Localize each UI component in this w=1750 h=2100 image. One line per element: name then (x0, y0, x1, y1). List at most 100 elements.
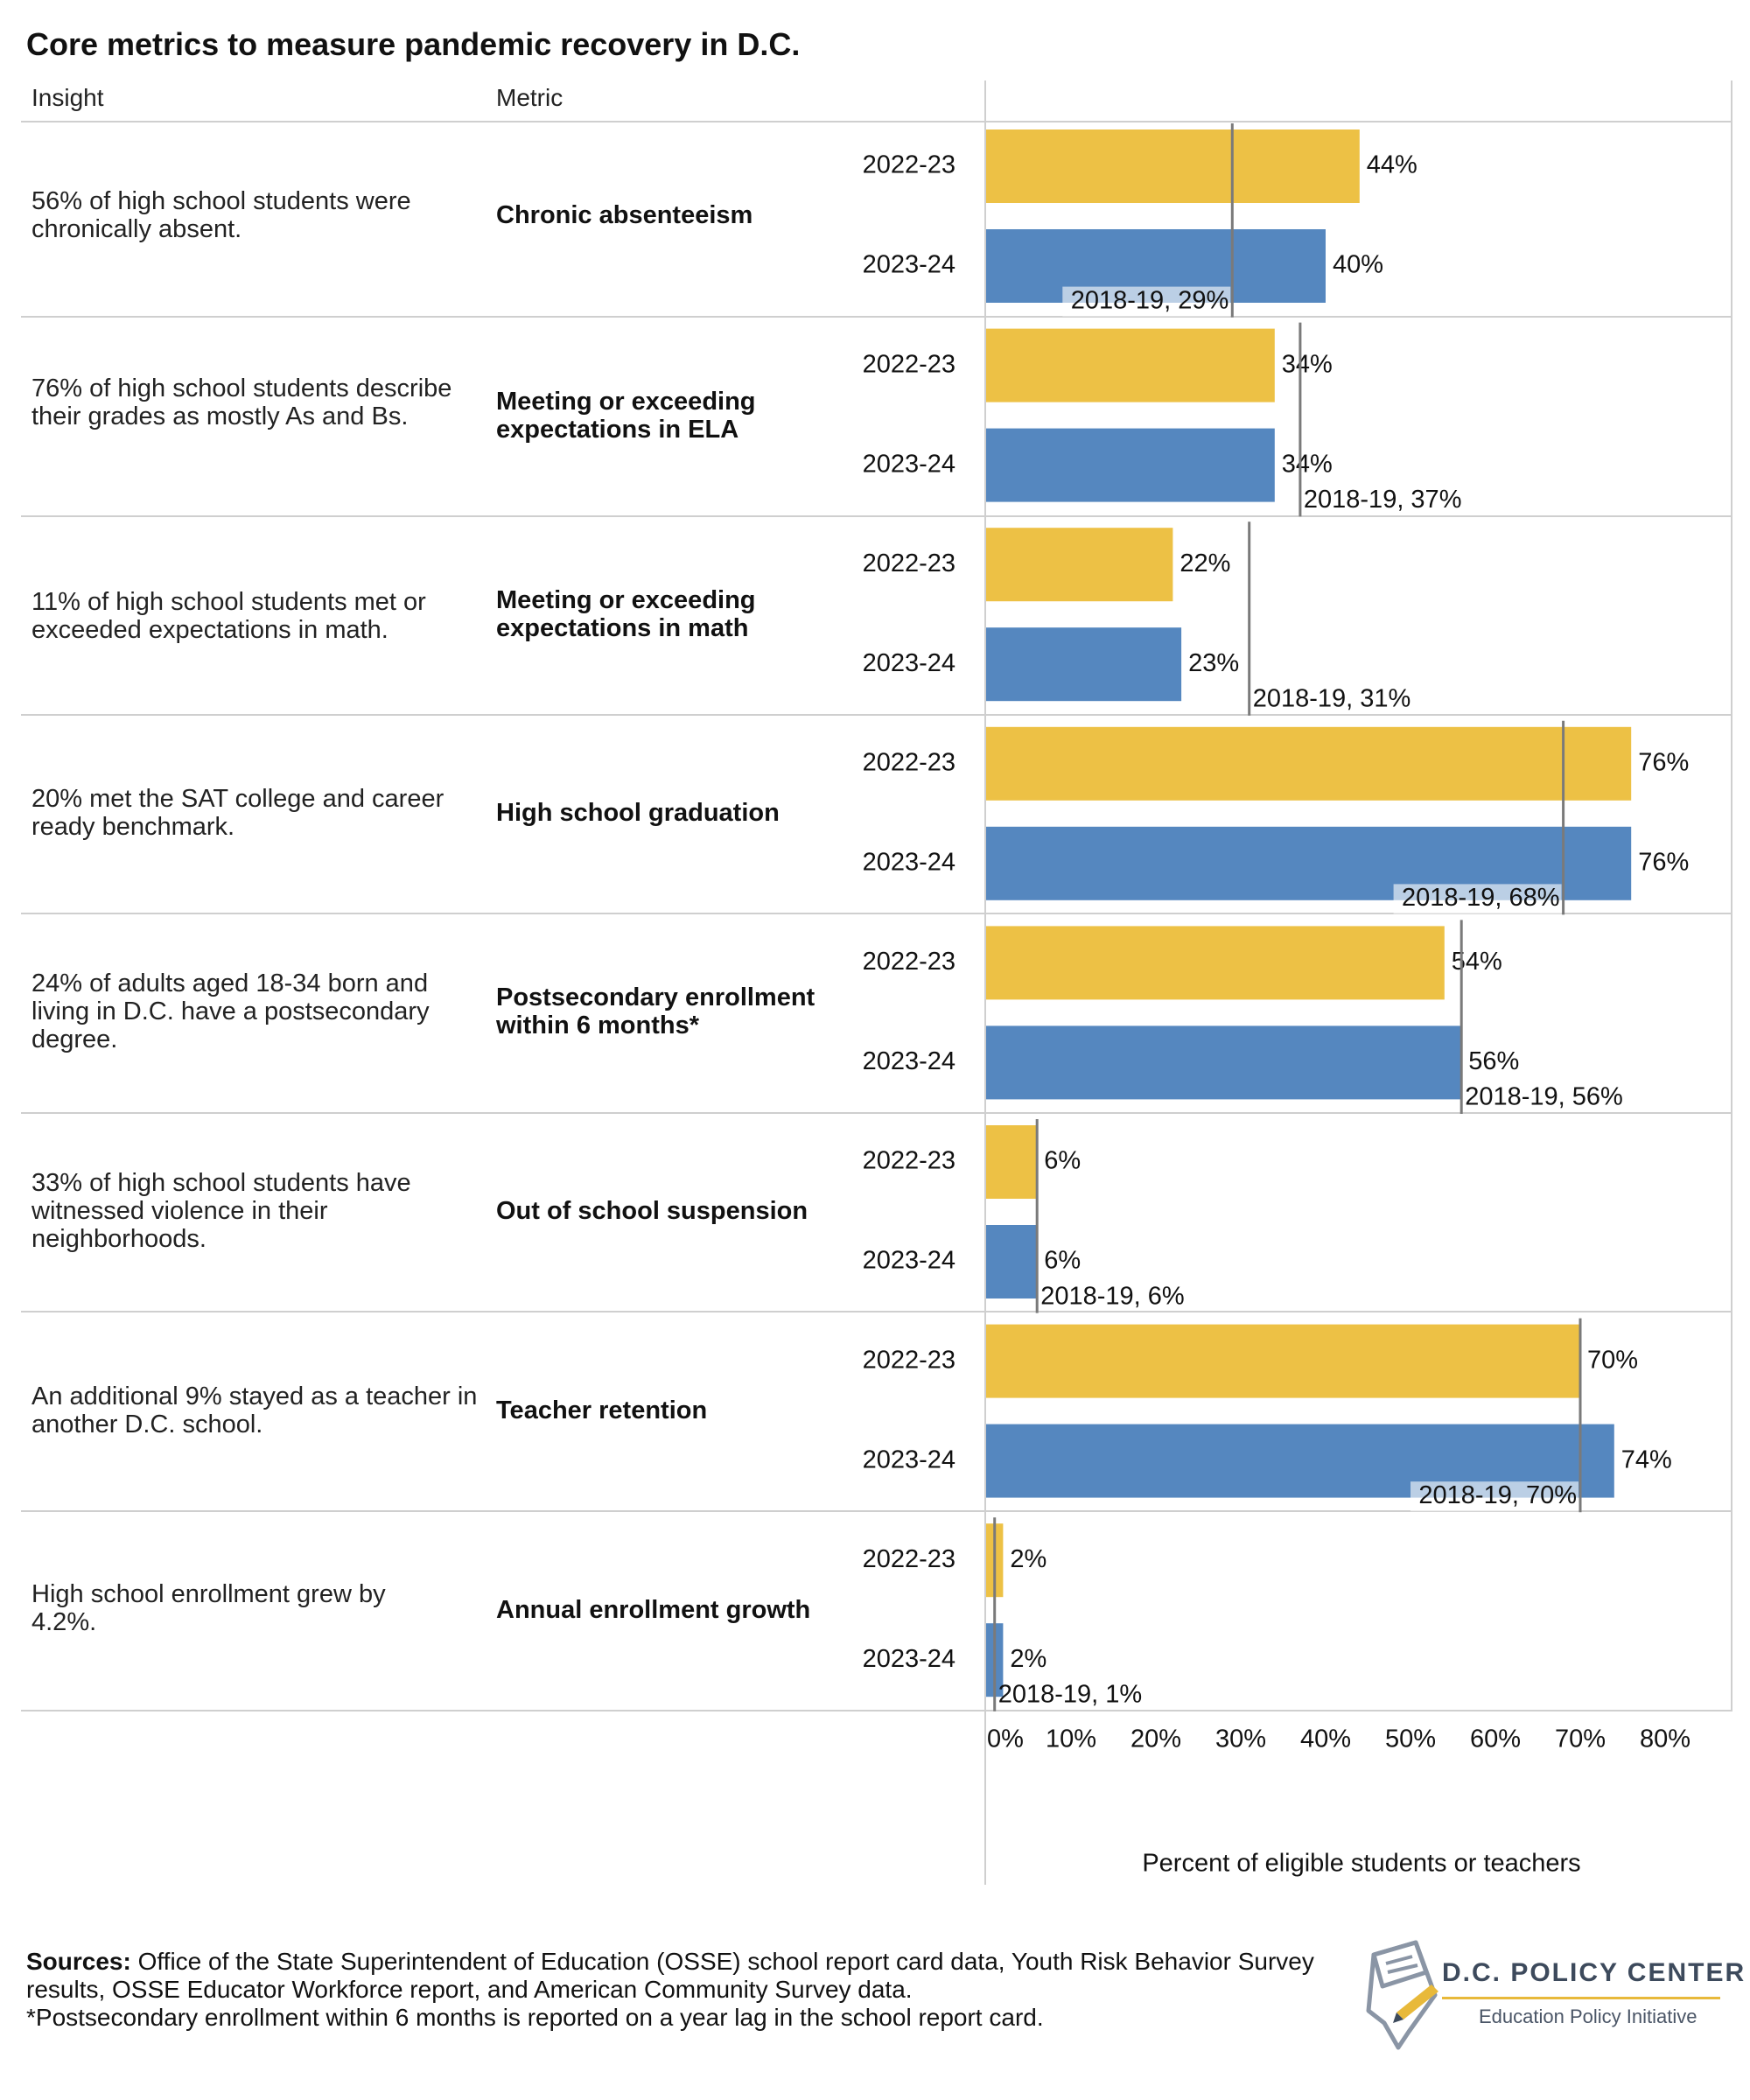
baseline-label: 2018-19, 37% (1304, 486, 1462, 514)
data-label: 6% (1044, 1147, 1081, 1175)
data-label: 54% (1452, 948, 1502, 976)
bar (986, 926, 1445, 1000)
sources-note: Sources: Office of the State Superintend… (26, 1948, 1321, 2032)
metric-label: Annual enrollment growth (496, 1596, 811, 1624)
baseline-label: 2018-19, 31% (1253, 684, 1411, 712)
insight-text: An additional 9% stayed as a teacher in … (32, 1382, 478, 1438)
bottom-divider (21, 1710, 1732, 1712)
metric-column-header: Metric (496, 84, 564, 111)
footnote-text: *Postsecondary enrollment within 6 month… (26, 2004, 1044, 2031)
year-label: 2022-23 (863, 948, 956, 976)
bar (986, 1026, 1462, 1100)
bar (986, 428, 1275, 502)
year-label: 2023-24 (863, 1446, 956, 1474)
year-label: 2022-23 (863, 748, 956, 776)
data-label: 22% (1180, 550, 1230, 578)
insight-column-header: Insight (32, 84, 104, 111)
chart-left-border (984, 80, 986, 1885)
x-tick-label: 60% (1470, 1726, 1521, 1754)
data-label: 2% (1010, 1645, 1046, 1673)
year-label: 2023-24 (863, 649, 956, 677)
insight-text: 76% of high school students describe the… (32, 374, 452, 430)
bar-chart: 2022-23 44% 2023-24 40% 2018-19, 29% 2022-23 3… (863, 123, 1690, 1878)
x-tick-label: 0% (987, 1726, 1024, 1754)
data-label: 56% (1468, 1047, 1519, 1075)
baseline-label: 2018-19, 6% (1040, 1282, 1184, 1310)
baseline-label-background (1393, 884, 1562, 914)
sources-text: Office of the State Superintendent of Ed… (26, 1948, 1314, 2003)
data-label: 76% (1638, 748, 1689, 776)
logo-rule (1442, 1997, 1720, 1999)
x-tick-label: 30% (1215, 1726, 1266, 1754)
row-divider (21, 714, 1732, 716)
insight-text: High school enrollment grew by 4.2%. (32, 1580, 386, 1636)
bar (986, 627, 1182, 702)
year-label: 2022-23 (863, 1147, 956, 1175)
x-tick-label: 20% (1130, 1726, 1181, 1754)
year-label: 2022-23 (863, 550, 956, 578)
year-label: 2023-24 (863, 1047, 956, 1075)
data-label: 23% (1188, 649, 1239, 677)
bar (986, 726, 1632, 801)
year-label: 2022-23 (863, 151, 956, 179)
dc-map-logo-icon (1366, 1940, 1438, 2050)
x-tick-label: 10% (1046, 1726, 1096, 1754)
x-tick-label: 70% (1555, 1726, 1606, 1754)
bar (986, 1125, 1038, 1199)
data-label: 70% (1587, 1346, 1638, 1374)
data-label: 2% (1010, 1545, 1046, 1573)
data-label: 74% (1621, 1446, 1672, 1474)
year-label: 2023-24 (863, 450, 956, 478)
x-tick-label: 40% (1300, 1726, 1351, 1754)
year-label: 2023-24 (863, 848, 956, 876)
row-divider (21, 1311, 1732, 1312)
data-label: 34% (1282, 350, 1333, 378)
insight-text: 56% of high school students were chronic… (32, 187, 411, 243)
year-label: 2023-24 (863, 1645, 956, 1673)
x-axis-label: Percent of eligible students or teachers (1142, 1850, 1580, 1878)
header-divider (21, 121, 1732, 122)
year-label: 2022-23 (863, 1545, 956, 1573)
metric-label: Out of school suspension (496, 1197, 808, 1225)
metric-label: Chronic absenteeism (496, 201, 753, 229)
baseline-label-background (1410, 1481, 1578, 1512)
data-label: 6% (1044, 1247, 1081, 1275)
row-divider (21, 515, 1732, 517)
baseline-label: 2018-19, 1% (998, 1680, 1142, 1708)
row-divider (21, 316, 1732, 318)
baseline-label: 2018-19, 29% (1071, 286, 1229, 314)
metric-label: Postsecondary enrollment within 6 months… (496, 984, 816, 1040)
data-label: 40% (1333, 251, 1383, 279)
baseline-label: 2018-19, 56% (1465, 1083, 1623, 1111)
metric-label: Meeting or exceeding expectations in mat… (496, 586, 756, 642)
bar (986, 1324, 1580, 1398)
insight-text: 20% met the SAT college and career ready… (32, 785, 444, 841)
chart-title: Core metrics to measure pandemic recover… (26, 26, 801, 62)
sources-label: Sources: (26, 1948, 131, 1975)
row-divider (21, 1112, 1732, 1114)
insight-text: 33% of high school students have witness… (32, 1169, 411, 1253)
year-label: 2023-24 (863, 1247, 956, 1275)
x-tick-label: 80% (1640, 1726, 1690, 1754)
bar (986, 528, 1173, 602)
x-tick-label: 50% (1385, 1726, 1436, 1754)
logo-name: D.C. POLICY CENTER (1442, 1958, 1746, 1987)
metric-label: Meeting or exceeding expectations in ELA (496, 388, 756, 444)
insight-text: 11% of high school students met or excee… (32, 588, 426, 644)
year-label: 2023-24 (863, 251, 956, 279)
data-label: 76% (1638, 848, 1689, 876)
insight-text: 24% of adults aged 18-34 born and living… (32, 970, 430, 1054)
logo-subtitle: Education Policy Initiative (1479, 2006, 1698, 2027)
bar (986, 130, 1360, 203)
year-label: 2022-23 (863, 350, 956, 378)
data-label: 44% (1367, 151, 1418, 179)
bar (986, 328, 1275, 402)
year-label: 2022-23 (863, 1346, 956, 1374)
row-divider (21, 913, 1732, 914)
bar (986, 1225, 1038, 1298)
row-divider (21, 1510, 1732, 1512)
baseline-label: 2018-19, 70% (1418, 1481, 1577, 1509)
chart-right-border (1731, 80, 1732, 1710)
data-label: 34% (1282, 450, 1333, 478)
baseline-label-background (1062, 286, 1231, 317)
